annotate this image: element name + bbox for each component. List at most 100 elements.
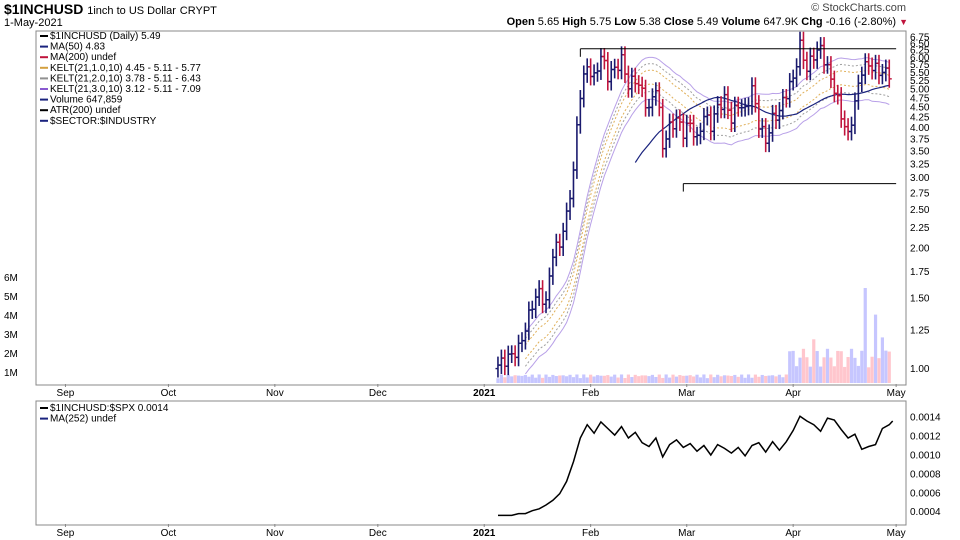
volume-bar (832, 366, 836, 383)
volume-bar (602, 375, 606, 383)
x-tick-label: Apr (785, 388, 801, 399)
volume-bar (746, 374, 751, 383)
close-value: 5.49 (696, 16, 719, 28)
volume-bar (726, 375, 730, 383)
volume-tick-label: 3M (4, 330, 18, 341)
price-tick-label: 3.00 (910, 173, 930, 184)
x-tick-label-bottom: Mar (678, 528, 696, 539)
ratio-tick-label: 0.0012 (910, 432, 941, 443)
ohlc-readout: Open 5.65 High 5.75 Low 5.38 Close 5.49 … (507, 16, 908, 28)
volume-tick-label: 5M (4, 292, 18, 303)
price-axis: 6.756.506.256.005.755.505.255.004.754.50… (910, 32, 930, 375)
x-tick-label: 2021 (473, 388, 496, 399)
x-tick-label-bottom: May (887, 528, 906, 539)
x-axis-bottom: Sep Oct Nov Dec 2021 Feb Mar Apr May (57, 524, 906, 539)
volume-label: Volume (721, 16, 761, 28)
ratio-tick-label: 0.0010 (910, 450, 941, 461)
volume-bar (880, 337, 885, 383)
volume-bar (623, 377, 627, 383)
price-tick-label: 3.75 (910, 134, 930, 145)
volume-bar (575, 374, 579, 383)
volume-bar (781, 377, 785, 383)
volume-bar (760, 374, 764, 383)
price-tick-label: 5.00 (910, 84, 930, 95)
volume-bar (643, 375, 648, 383)
volume-bar (836, 350, 840, 383)
price-tick-label: 5.75 (910, 60, 930, 71)
volume-bar (671, 374, 675, 383)
price-tick-label: 6.25 (910, 46, 930, 57)
x-tick-label-bottom: 2021 (473, 528, 496, 539)
volume-bar (503, 377, 507, 383)
volume-bar (750, 377, 754, 383)
open-value: 5.65 (537, 16, 560, 28)
x-tick-label-bottom: Sep (57, 528, 75, 539)
volume-bar (829, 357, 833, 383)
price-tick-label: 1.50 (910, 294, 930, 305)
volume-tick-label: 4M (4, 311, 18, 322)
symbol-description: 1inch to US Dollar (87, 5, 176, 17)
volume-bar (764, 375, 768, 383)
volume-bar (609, 376, 613, 383)
volume-bar (774, 376, 778, 383)
volume-bar (788, 351, 792, 383)
ratio-tick-label: 0.0014 (910, 413, 941, 424)
volume-bar (592, 376, 596, 383)
price-tick-label: 2.75 (910, 188, 930, 199)
kelt2-band-lower (524, 90, 890, 367)
volume-bar (822, 357, 826, 383)
ratio-legend-entry: $1INCHUSD:$SPX 0.0014 (50, 403, 169, 414)
volume-bar (716, 374, 720, 383)
volume-bar (719, 376, 723, 383)
price-tick-label: 1.25 (910, 325, 930, 336)
volume-bar (808, 366, 812, 383)
change-label: Chg (801, 16, 823, 28)
volume-bar (568, 374, 572, 383)
x-tick-label: Feb (582, 388, 600, 399)
high-value: 5.75 (589, 16, 612, 28)
volume-bar (705, 378, 709, 383)
volume-bar (853, 357, 857, 383)
price-legend-entry: KELT(21,1.0,10) 4.45 - 5.11 - 5.77 (50, 63, 201, 74)
volume-bar (613, 374, 617, 383)
volume-bar (678, 375, 682, 383)
x-tick-label: May (887, 388, 906, 399)
price-tick-label: 2.50 (910, 205, 930, 216)
volume-bar (513, 375, 517, 383)
volume-bar (815, 351, 819, 383)
volume-bar (510, 376, 514, 383)
volume-bar (856, 365, 860, 383)
price-legend-entry: Volume 647,859 (50, 95, 123, 106)
ratio-tick-label: 0.0008 (910, 469, 941, 480)
volume-bar (685, 375, 689, 383)
ohlc-bars (495, 31, 892, 378)
x-tick-label: Sep (57, 388, 75, 399)
volume-bar (698, 377, 703, 383)
price-tick-label: 6.50 (910, 39, 930, 50)
volume-bar (784, 374, 788, 383)
price-tick-label: 2.00 (910, 244, 930, 255)
volume-bar (863, 288, 867, 383)
volume-bar (582, 374, 586, 383)
volume-bar (867, 367, 871, 383)
volume-bar (616, 377, 620, 383)
volume-bar (688, 375, 692, 383)
volume-bar (626, 374, 630, 383)
volume-bar (650, 374, 655, 383)
volume-bar (537, 374, 541, 383)
price-tick-label: 2.25 (910, 223, 930, 234)
volume-bar (887, 351, 891, 383)
volume-bar (571, 377, 576, 383)
volume-bar (630, 377, 634, 383)
volume-bar (640, 375, 644, 383)
chart-date: 1-May-2021 (4, 17, 63, 29)
ratio-line (498, 415, 894, 517)
volume-tick-label: 2M (4, 349, 18, 360)
price-tick-label: 6.75 (910, 32, 930, 43)
ratio-tick-label: 0.0006 (910, 488, 941, 499)
volume-bar (506, 374, 510, 383)
change-value: -0.16 (-2.80%) (825, 16, 897, 28)
volume-bar (589, 374, 593, 383)
kelt3-band (525, 56, 890, 333)
